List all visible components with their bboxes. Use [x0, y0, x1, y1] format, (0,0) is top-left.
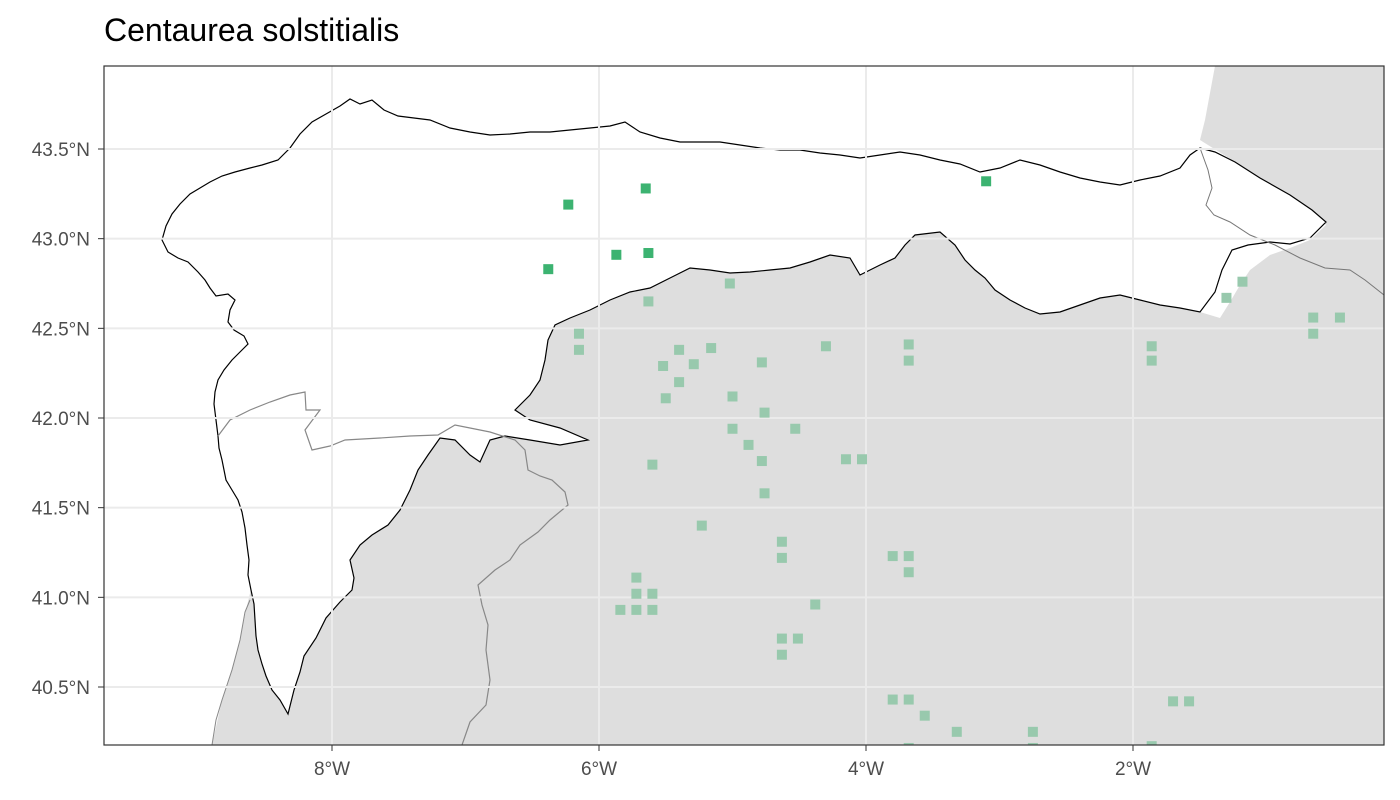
occurrence-point-outside [631, 588, 642, 599]
y-tick-label: 43.5°N [32, 140, 90, 161]
y-tick-label: 41.5°N [32, 499, 90, 520]
occurrence-point-outside [727, 391, 738, 402]
occurrence-point-outside [674, 344, 685, 355]
occurrence-point-inside [611, 249, 622, 260]
occurrence-point-outside [776, 649, 787, 660]
occurrence-point-outside [727, 423, 738, 434]
surrounding-land [212, 66, 1384, 745]
occurrence-point-outside [887, 694, 898, 705]
occurrence-point-outside [903, 551, 914, 562]
occurrence-point-outside [903, 355, 914, 366]
occurrence-point-outside [706, 343, 717, 354]
occurrence-point-outside [1146, 355, 1157, 366]
occurrence-point-outside [776, 633, 787, 644]
occurrence-point-outside [1184, 696, 1195, 707]
occurrence-point-outside [674, 377, 685, 388]
occurrence-point-outside [631, 604, 642, 615]
occurrence-point-outside [790, 423, 801, 434]
occurrence-point-outside [903, 339, 914, 350]
occurrence-point-outside [951, 726, 962, 737]
occurrence-point-outside [820, 341, 831, 352]
map-panel [104, 66, 1384, 745]
occurrence-point-outside [903, 567, 914, 578]
occurrence-point-inside [563, 199, 574, 210]
border-line-portugal [217, 391, 569, 745]
axis-layer: 8°W 6°W 4°W 2°W 43.5°N 43.0°N 42.5°N 42.0°N 41.5… [32, 140, 1151, 780]
occurrence-point-outside [759, 407, 770, 418]
occurrence-point-outside [615, 604, 626, 615]
coast-detail-line [1199, 147, 1384, 296]
occurrence-point-outside [658, 360, 669, 371]
occurrence-point-outside [1146, 741, 1157, 745]
x-tick-label: 8°W [314, 759, 350, 780]
occurrence-point-outside [792, 633, 803, 644]
occurrence-point-outside [903, 694, 914, 705]
occurrence-point-outside [756, 456, 767, 467]
occurrence-point-outside [1334, 312, 1345, 323]
y-tick-label: 42.0°N [32, 409, 90, 430]
occurrence-point-inside [543, 264, 554, 275]
y-tick-label: 43.0°N [32, 230, 90, 251]
map-title: Centaurea solstitialis [104, 12, 400, 48]
x-tick-label: 4°W [848, 759, 884, 780]
occurrence-point-outside [573, 344, 584, 355]
occurrence-point-outside [856, 454, 867, 465]
occurrence-point-outside [573, 328, 584, 339]
occurrence-point-outside [743, 439, 754, 450]
occurrence-point-outside [810, 599, 821, 610]
occurrence-point-outside [688, 359, 699, 370]
occurrence-point-outside [647, 604, 658, 615]
occurrence-point-outside [696, 520, 707, 531]
occurrence-point-outside [1168, 696, 1179, 707]
occurrence-point-outside [647, 459, 658, 470]
occurrence-point-inside [640, 183, 651, 194]
occurrence-point-outside [647, 588, 658, 599]
occurrence-point-outside [1221, 292, 1232, 303]
coast-detail-line-south [211, 599, 251, 745]
points-layer [543, 176, 1345, 745]
occurrence-point-outside [1027, 742, 1038, 745]
occurrence-point-outside [643, 296, 654, 307]
occurrence-point-outside [724, 278, 735, 289]
occurrence-point-outside [919, 710, 930, 721]
occurrence-point-outside [1237, 276, 1248, 287]
y-tick-label: 41.0°N [32, 588, 90, 609]
occurrence-point-outside [1027, 726, 1038, 737]
x-tick-label: 6°W [581, 759, 617, 780]
study-region [161, 98, 1327, 716]
occurrence-point-outside [660, 393, 671, 404]
occurrence-point-outside [776, 552, 787, 563]
occurrence-point-outside [1308, 312, 1319, 323]
occurrence-point-outside [776, 536, 787, 547]
occurrence-point-outside [759, 488, 770, 499]
occurrence-point-outside [903, 742, 914, 745]
occurrence-point-inside [981, 176, 992, 187]
occurrence-point-outside [756, 357, 767, 368]
y-tick-label: 40.5°N [32, 678, 90, 699]
grid-layer [104, 66, 1384, 745]
occurrence-point-outside [1146, 341, 1157, 352]
x-tick-label: 2°W [1115, 759, 1151, 780]
panel-border [103, 65, 1385, 746]
y-tick-label: 42.5°N [32, 319, 90, 340]
occurrence-point-outside [840, 454, 851, 465]
occurrence-point-outside [631, 572, 642, 583]
occurrence-point-outside [887, 551, 898, 562]
occurrence-point-outside [1308, 328, 1319, 339]
occurrence-point-inside [643, 248, 654, 259]
